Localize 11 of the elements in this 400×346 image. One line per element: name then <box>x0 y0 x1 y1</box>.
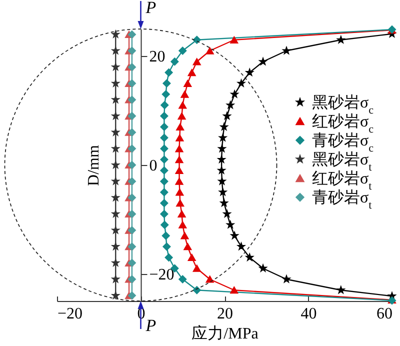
text: P <box>144 0 156 17</box>
x-tick-label: −20 <box>58 306 83 322</box>
x-axis-title: 应力/MPa <box>192 324 258 342</box>
text: P <box>144 316 156 335</box>
y-tick-label: 0 <box>149 158 158 174</box>
y-tick-label: 20 <box>149 48 166 66</box>
x-tick-label: 20 <box>217 306 233 322</box>
x-tick-label: 40 <box>300 306 317 322</box>
x-tick-label: 60 <box>376 306 392 322</box>
y-tick-label: −20 <box>149 266 174 284</box>
y-axis-title: D/mm <box>85 144 102 186</box>
